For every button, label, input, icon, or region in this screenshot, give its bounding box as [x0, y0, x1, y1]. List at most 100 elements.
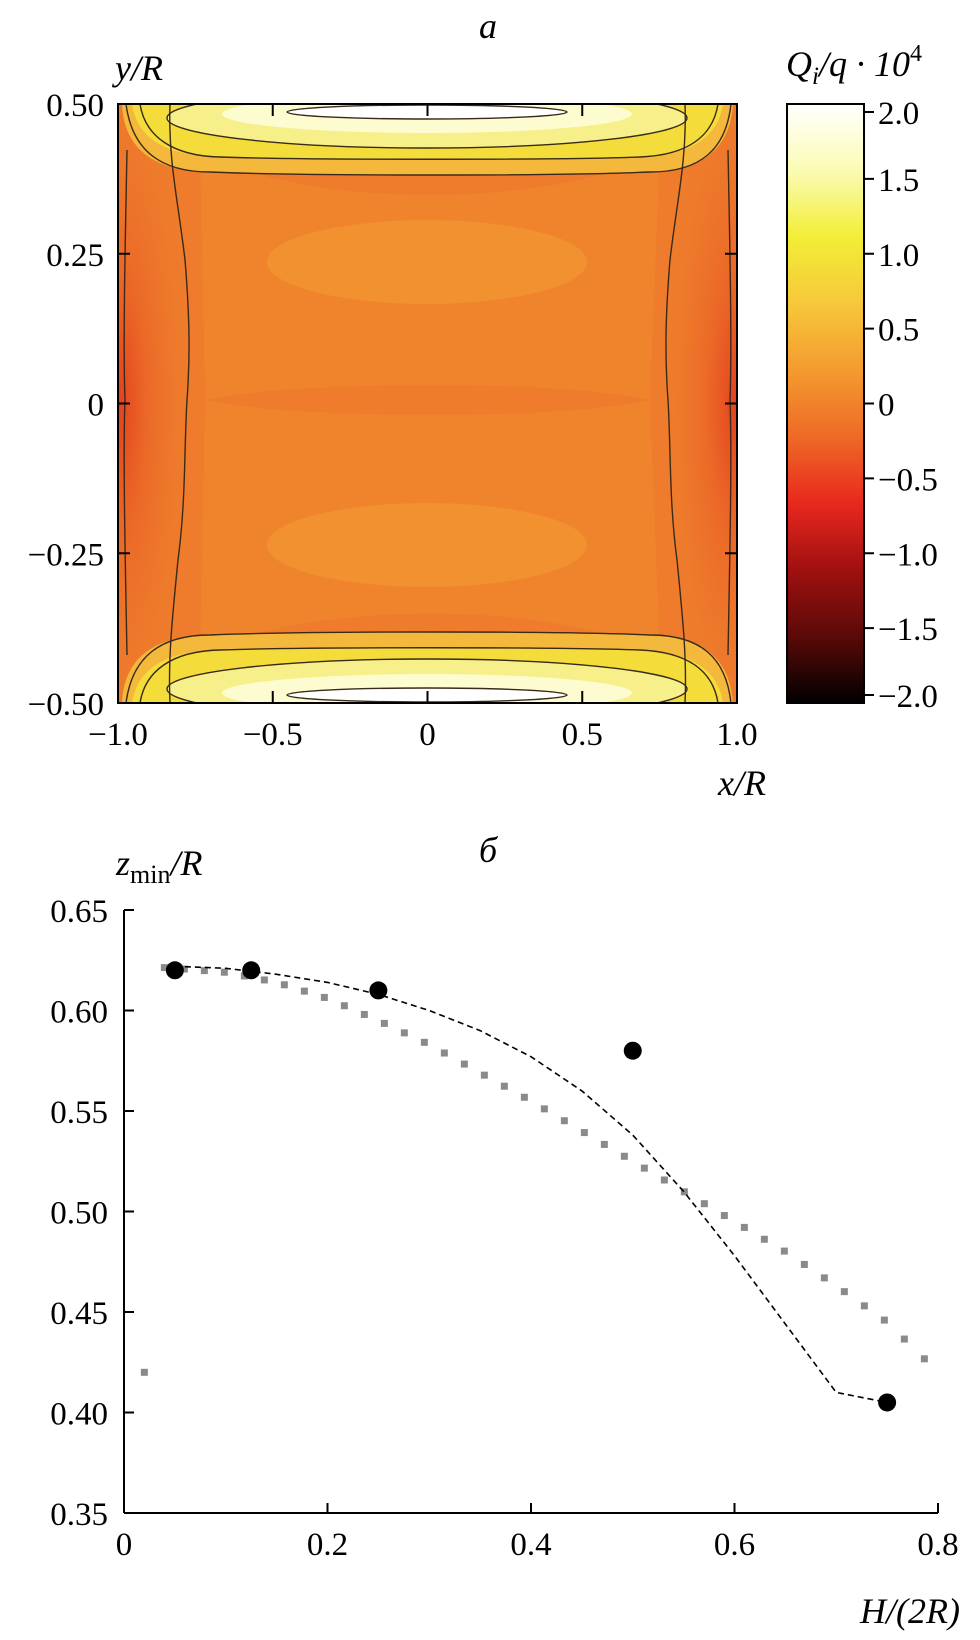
scatter-y-label-main: z — [115, 843, 130, 883]
heatmap-x-tick-label: −1.0 — [88, 717, 148, 753]
dotted-series-dot — [280, 981, 288, 989]
dotted-series-dot — [400, 1029, 408, 1037]
dotted-series-dot — [180, 965, 188, 973]
scatter-y-tick-label: 0.55 — [50, 1095, 108, 1131]
scatter-y-ticks: 0.65 0.60 0.55 0.50 0.45 0.40 0.35 — [50, 894, 134, 1533]
dotted-series-dot — [380, 1019, 388, 1027]
colorbar-tick-label: −0.5 — [878, 462, 938, 498]
dotted-series-dot — [720, 1212, 728, 1220]
dotted-series-dot — [900, 1335, 908, 1343]
panel-b-label: б — [479, 830, 499, 870]
heatmap-x-tick-label: 0.5 — [562, 717, 603, 753]
heatmap-panel: а — [28, 6, 938, 803]
dotted-series-dot — [800, 1260, 808, 1268]
dotted-series-dot — [540, 1105, 548, 1113]
heatmap-y-label: y/R — [112, 48, 163, 88]
data-point — [165, 961, 184, 980]
heatmap-field — [118, 104, 737, 703]
dotted-series-dot — [200, 967, 208, 975]
dotted-series-dot — [460, 1060, 468, 1068]
dotted-series-dot — [820, 1274, 828, 1282]
scatter-x-tick-label: 0.6 — [714, 1527, 755, 1563]
scatter-y-label-tail: /R — [168, 843, 202, 883]
dotted-series-dot — [140, 1368, 148, 1376]
colorbar-tick-label: 0 — [878, 388, 895, 424]
dotted-series-dot — [860, 1302, 868, 1310]
field-mid-band — [200, 150, 660, 400]
heatmap-x-tick-label: 0 — [419, 717, 436, 753]
colorbar-tick-label: −2.0 — [878, 679, 938, 715]
heatmap-y-tick-label: −0.25 — [28, 537, 104, 573]
field-left-wall — [118, 104, 248, 703]
colorbar-tick-label: 2.0 — [878, 96, 919, 132]
heatmap-y-tick-label: −0.50 — [28, 687, 104, 723]
heatmap-y-tick-label: 0 — [88, 388, 105, 424]
scatter-x-tick-label: 0.2 — [307, 1527, 348, 1563]
contour-left-outer — [123, 149, 128, 656]
dotted-series-dot — [620, 1152, 628, 1160]
scatter-y-label-sub: min — [130, 860, 170, 889]
scatter-x-tick-label: 0.8 — [917, 1527, 958, 1563]
data-point — [623, 1041, 642, 1060]
series-dashed-line — [174, 965, 888, 1404]
scatter-y-tick-label: 0.50 — [50, 1196, 108, 1232]
colorbar-title-sup: 4 — [910, 41, 922, 67]
dotted-series-dot — [580, 1129, 588, 1137]
scatter-series — [140, 961, 928, 1412]
scatter-x-ticks: 0 0.2 0.4 0.6 0.8 — [116, 1503, 959, 1563]
colorbar-title-sub: i — [812, 63, 819, 90]
dotted-series-dot — [600, 1140, 608, 1148]
series-markers — [165, 961, 897, 1412]
data-point — [242, 961, 261, 980]
dotted-series-dot — [700, 1200, 708, 1208]
dotted-series-dot — [420, 1038, 428, 1046]
scatter-panel: б zmin/R H/(2R) 0 0.2 0.4 0.6 0.8 0.650.600.… — [50, 830, 960, 1631]
colorbar-tick-label: 0.5 — [878, 313, 919, 349]
heatmap-y-tick-label: 0.50 — [46, 88, 104, 124]
dotted-series-dot — [260, 976, 268, 984]
heatmap-x-ticks: −1.0 −0.5 0 0.5 1.0 — [88, 104, 758, 753]
dotted-series-dot — [220, 968, 228, 976]
scatter-y-tick-label: 0.60 — [50, 995, 108, 1031]
colorbar-ticks: 2.0 1.5 1.0 0.5 0 −0.5 −1.0 −1.5 −2.0 — [864, 96, 938, 715]
heatmap-x-tick-label: −0.5 — [243, 717, 303, 753]
contour-top-3 — [166, 104, 688, 149]
scatter-x-label: H/(2R) — [859, 1591, 960, 1631]
contour-bottom-1 — [125, 631, 732, 703]
dotted-series-dot — [500, 1082, 508, 1090]
data-point — [878, 1393, 897, 1412]
scatter-x-tick-label: 0.4 — [510, 1527, 551, 1563]
dotted-series-dot — [340, 1002, 348, 1010]
data-point — [369, 981, 388, 1000]
colorbar-title-tail: /q · 10 — [817, 44, 910, 84]
scatter-y-tick-label: 0.40 — [50, 1397, 108, 1433]
scatter-y-tick-label: 0.45 — [50, 1296, 108, 1332]
heatmap-x-tick-label: 1.0 — [716, 717, 757, 753]
contour-top-2 — [139, 104, 719, 160]
contour-left-inner — [168, 104, 190, 703]
contour-right-inner — [665, 104, 687, 703]
dotted-series-dot — [360, 1010, 368, 1018]
dotted-series-dot — [920, 1355, 928, 1363]
contour-bottom-2 — [139, 647, 719, 703]
dotted-series-dot — [780, 1247, 788, 1255]
dotted-series-dot — [320, 993, 328, 1001]
colorbar — [786, 103, 865, 704]
colorbar-tick-label: 1.0 — [878, 238, 919, 274]
panel-a-label: а — [479, 6, 497, 46]
contour-right-outer — [727, 149, 732, 656]
dotted-series-dot — [880, 1316, 888, 1324]
field-right-wall — [607, 104, 737, 703]
heatmap-x-label: x/R — [717, 763, 766, 803]
dotted-series-dot — [440, 1049, 448, 1057]
scatter-y-tick-label: 0.35 — [50, 1497, 108, 1533]
heatmap-y-tick-label: 0.25 — [46, 238, 104, 274]
contour-top-1 — [125, 104, 732, 176]
dotted-series-dot — [560, 1117, 568, 1125]
dotted-series-dot — [480, 1071, 488, 1079]
colorbar-tick-label: 1.5 — [878, 163, 919, 199]
dotted-series-dot — [660, 1176, 668, 1184]
field-mid-band-lower — [200, 400, 660, 655]
dotted-series-dot — [640, 1164, 648, 1172]
scatter-x-tick-label: 0 — [116, 1527, 133, 1563]
